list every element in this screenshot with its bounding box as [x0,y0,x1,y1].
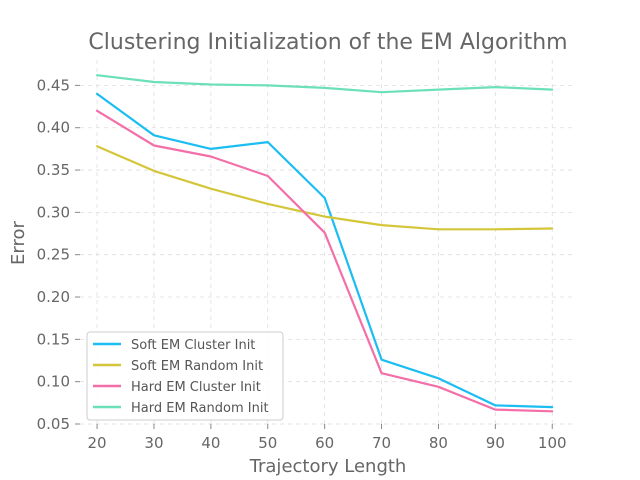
y-tick-label: 0.10 [37,373,70,391]
x-tick-label: 40 [201,434,220,452]
x-tick-label: 20 [88,434,107,452]
chart-title: Clustering Initialization of the EM Algo… [88,30,567,55]
y-tick-label: 0.20 [37,288,70,306]
x-tick-label: 50 [258,434,277,452]
series-lines [95,74,554,413]
y-tick-label: 0.25 [37,246,70,264]
y-tick-label: 0.05 [37,415,70,433]
y-axis-label: Error [8,220,29,264]
x-axis-label: Trajectory Length [249,456,407,477]
legend-label: Soft EM Random Init [131,359,263,374]
legend-box [86,331,284,421]
x-tick-label: 90 [486,434,505,452]
y-tick-label: 0.30 [37,203,70,221]
legend: Soft EM Cluster Init Soft EM Random Init H… [86,331,284,421]
x-tick-label: 60 [315,434,334,452]
x-tick-label: 80 [429,434,448,452]
legend-label: Soft EM Cluster Init [131,338,255,353]
series-line-1 [95,92,554,409]
series-line-3 [95,109,554,413]
x-tick-label: 30 [144,434,163,452]
x-tick-label: 100 [538,434,567,452]
series-line-2 [95,145,554,231]
y-tick-label: 0.45 [37,76,70,94]
legend-label: Hard EM Random Init [131,401,269,416]
y-tick-label: 0.35 [37,161,70,179]
y-tick-label: 0.40 [37,119,70,137]
axis-ticks: 20 30 40 50 60 70 80 90 100 0.05 0.10 0.15 0.20 0.25 0… [37,76,567,452]
x-tick-label: 70 [372,434,391,452]
legend-label: Hard EM Cluster Init [131,380,261,395]
y-tick-label: 0.15 [37,330,70,348]
series-line-4 [95,74,554,94]
